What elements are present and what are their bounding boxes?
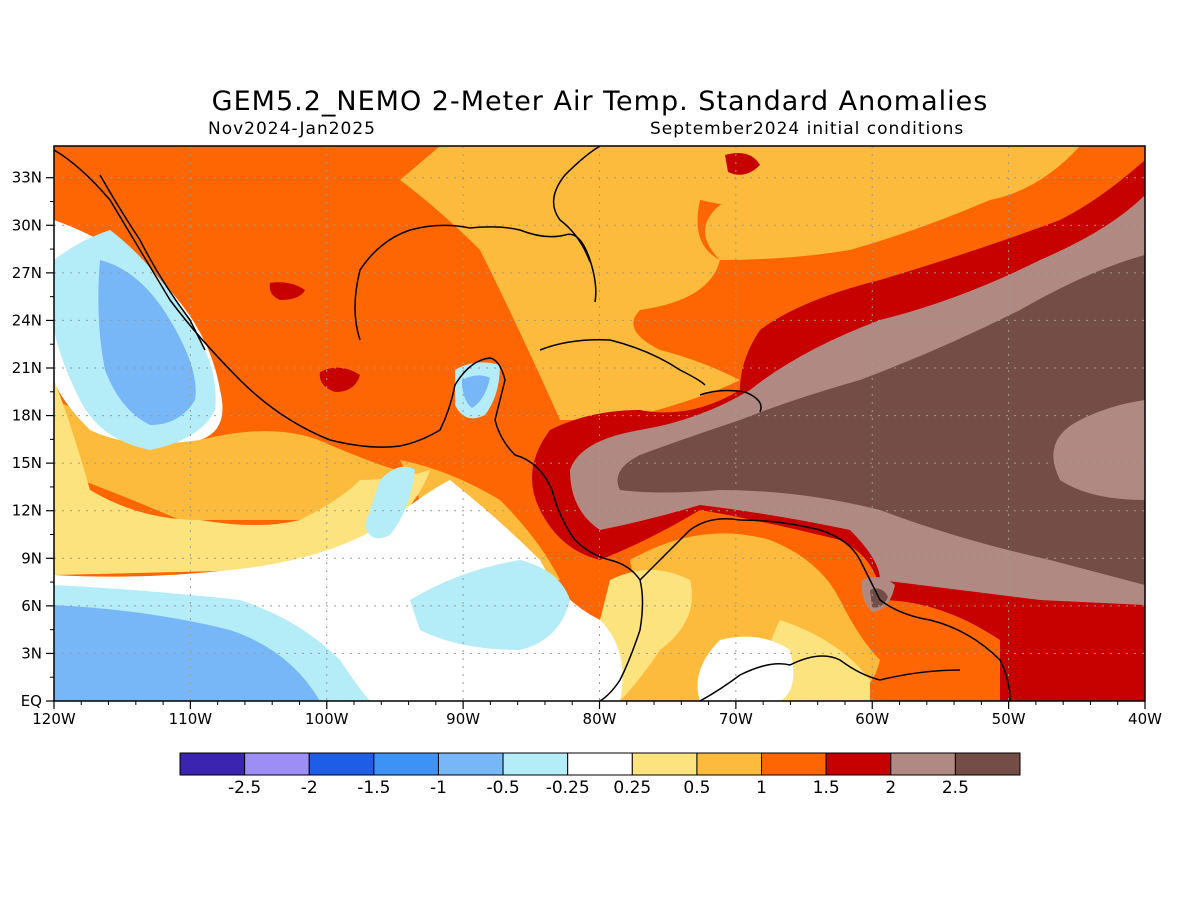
colorbar-label: 0.5 (683, 778, 710, 798)
field-cool-tehuantepec (365, 466, 415, 539)
coastline-cuba (539, 338, 706, 386)
colorbar-label: 2 (885, 778, 896, 798)
lat-tick-label: 33N (12, 169, 42, 187)
colorbar-swatch (631, 752, 698, 776)
field-warm-light-atlantic (705, 146, 1080, 260)
lon-tick-label: 120W (32, 710, 76, 728)
colorbar-swatch (696, 752, 763, 776)
colorbar-swatch (502, 752, 569, 776)
field-cold-baja (98, 260, 196, 425)
field-extreme-dark (617, 255, 1145, 585)
lon-tick-label: 70W (719, 710, 753, 728)
colorbar-swatch (761, 752, 827, 776)
initial-conditions: September2024 initial conditions (650, 119, 965, 139)
lon-tick-label: 40W (1128, 710, 1162, 728)
colorbar: -2.5 -2 -1.5 -1 -0.5 -0.25 0.25 0.5 1 1.5 2 2.5 (179, 752, 1021, 798)
colorbar-label: 1 (756, 778, 767, 798)
lat-tick-label: 6N (21, 597, 42, 615)
colorbar-swatch (244, 752, 310, 776)
lat-tick-label: 21N (12, 359, 42, 377)
lat-tick-label: 12N (12, 502, 42, 520)
coastline-hispaniola (699, 389, 762, 413)
lon-tick-label: 100W (305, 710, 349, 728)
colorbar-swatch (567, 752, 633, 776)
coastlines (54, 146, 1011, 701)
colorbar-swatch (825, 752, 892, 776)
colorbar-label: -0.25 (546, 778, 590, 798)
lat-tick-label: 27N (12, 264, 42, 282)
lon-tick-label: 80W (583, 710, 617, 728)
lat-tick-label: 9N (21, 549, 42, 567)
field-cool-east-pacific (410, 560, 570, 650)
chart-title: GEM5.2_NEMO 2-Meter Air Temp. Standard A… (211, 86, 989, 117)
latitude-axis: EQ 3N 6N 9N 12N 15N 18N 21N 24N 27N 30N 33N (12, 169, 54, 710)
lat-tick-label: 30N (12, 216, 42, 234)
field-strong-carolinas (725, 152, 760, 175)
longitude-axis: 120W 110W 100W 90W 80W 70W 60W 50W 40W (32, 701, 1162, 728)
colorbar-swatch (437, 752, 504, 776)
map-gridlines (54, 146, 1145, 701)
field-warm-pale-pacific (54, 380, 430, 575)
field-cold-pacific (54, 605, 320, 701)
field-neutral-amazon (697, 636, 794, 701)
field-warm-light-north (400, 146, 885, 420)
lon-tick-label: 110W (169, 710, 213, 728)
field-strong-mexico (269, 282, 305, 300)
field-cold-yucatan (462, 375, 490, 408)
coastline-amazon-interior (699, 655, 961, 701)
lon-tick-label: 50W (992, 710, 1026, 728)
colorbar-swatch (179, 752, 246, 776)
coastline-baja (99, 174, 206, 351)
coastline-south-america (639, 518, 1011, 701)
colorbar-swatch (890, 752, 956, 776)
lat-tick-label: 3N (21, 644, 42, 662)
colorbar-swatch (308, 752, 375, 776)
colorbar-label: 1.5 (813, 778, 840, 798)
colorbar-label: -2.5 (228, 778, 261, 798)
coastline-gulf-of-mexico (354, 224, 597, 341)
coastline-north-america (54, 149, 644, 701)
lat-tick-label: 24N (12, 311, 42, 329)
colorbar-label: -2 (301, 778, 318, 798)
lon-tick-label: 60W (855, 710, 889, 728)
forecast-period: Nov2024-Jan2025 (208, 119, 376, 139)
anomaly-field (54, 146, 1145, 701)
colorbar-label: -1.5 (357, 778, 390, 798)
lon-tick-label: 90W (446, 710, 480, 728)
colorbar-swatch (373, 752, 439, 776)
lat-tick-label: 18N (12, 407, 42, 425)
colorbar-label: 0.25 (613, 778, 651, 798)
colorbar-label: -1 (430, 778, 447, 798)
colorbar-label: 2.5 (942, 778, 969, 798)
lat-tick-label: 15N (12, 454, 42, 472)
lat-tick-label: EQ (21, 692, 42, 710)
colorbar-label: -0.5 (486, 778, 519, 798)
coastline-us-east (552, 146, 601, 263)
field-strong-gulf (319, 367, 360, 392)
colorbar-swatch (954, 752, 1021, 776)
